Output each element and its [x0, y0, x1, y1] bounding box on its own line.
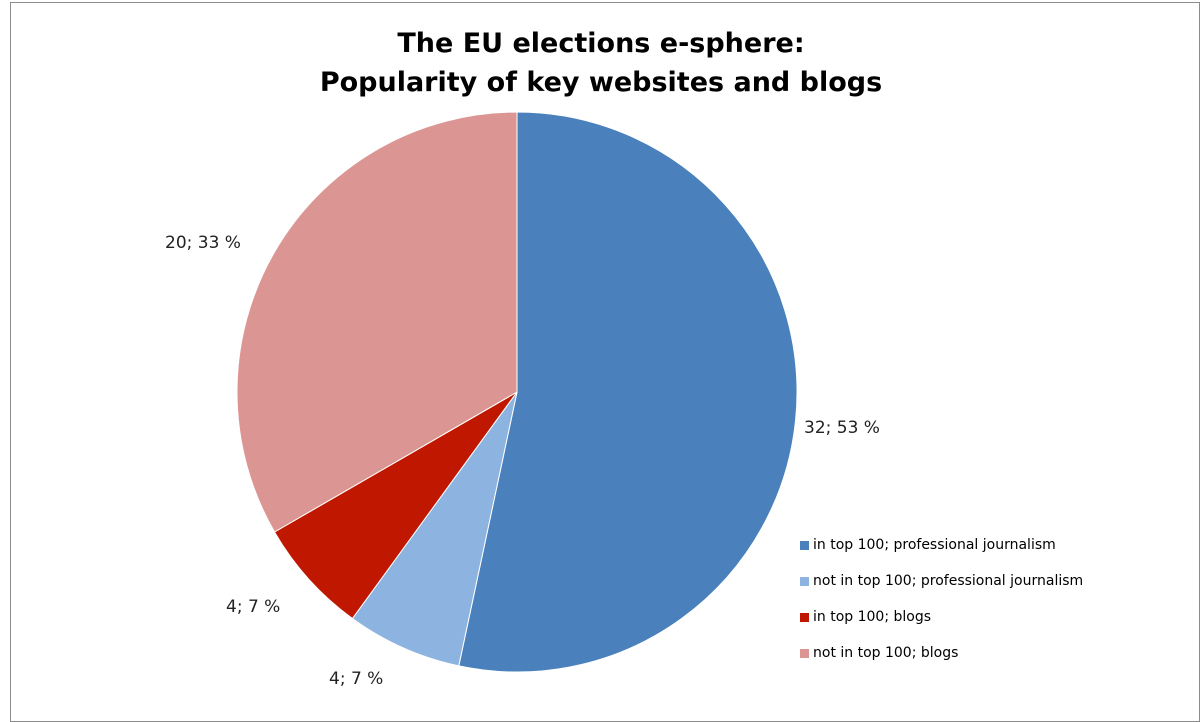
pie-chart: 32; 53 % 4; 7 % 4; 7 % 20; 33 %: [165, 111, 880, 689]
pie-slice: [273, 391, 518, 620]
legend-swatch: [800, 648, 809, 658]
pie-slice: [458, 111, 798, 673]
pie-slice: [351, 391, 518, 667]
legend-label: in top 100; blogs: [813, 609, 932, 625]
legend-label: in top 100; professional journalism: [813, 537, 1056, 553]
legend-label: not in top 100; professional journalism: [813, 573, 1084, 589]
chart-title: The EU elections e-sphere: Popularity of…: [0, 24, 1202, 102]
chart-title-line-1: The EU elections e-sphere:: [397, 28, 805, 59]
legend-swatch: [800, 576, 809, 586]
legend-item: not in top 100; professional journalism: [800, 571, 1083, 591]
pie-slice: [236, 111, 518, 533]
legend-swatch: [800, 612, 809, 622]
legend-item: in top 100; professional journalism: [800, 535, 1083, 555]
data-label: 4; 7 %: [226, 597, 280, 617]
data-label: 32; 53 %: [804, 418, 880, 438]
legend-swatch: [800, 540, 809, 550]
legend-label: not in top 100; blogs: [813, 645, 959, 661]
chart-subtitle: Popularity of key websites and blogs: [319, 67, 883, 98]
legend-item: not in top 100; blogs: [800, 643, 1083, 663]
legend-item: in top 100; blogs: [800, 607, 1083, 627]
data-label: 4; 7 %: [329, 669, 383, 689]
legend: in top 100; professional journalism not …: [800, 535, 1083, 679]
data-label: 20; 33 %: [165, 233, 241, 253]
